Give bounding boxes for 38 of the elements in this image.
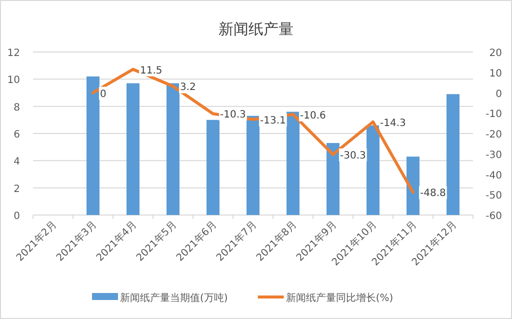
data-label: 0 [100, 88, 106, 100]
y2-tick-label: 20 [489, 48, 502, 59]
y2-tick-label: -20 [486, 130, 502, 140]
y2-tick-label: -60 [486, 211, 502, 222]
bar [206, 120, 220, 215]
data-label: 11.5 [140, 65, 162, 76]
y2-tick-label: -50 [486, 190, 502, 202]
data-label: 3.2 [180, 82, 196, 94]
y2-tick-label: 0 [496, 88, 502, 100]
y2-tick-label: -40 [486, 170, 502, 182]
data-label: -48.8 [420, 188, 446, 200]
bar [286, 112, 300, 215]
y2-tick-label: -30 [486, 150, 502, 161]
data-label: -10.3 [220, 110, 246, 121]
legend-label: 新闻纸产量同比增长(%) [286, 292, 394, 304]
chart-title: 新闻纸产量 [218, 20, 294, 38]
y-tick-label: 6 [14, 130, 20, 140]
data-label: -13.1 [260, 115, 286, 126]
bar [446, 94, 460, 215]
bar [326, 143, 340, 215]
data-label: -30.3 [340, 150, 366, 162]
y-tick-label: 4 [14, 156, 20, 168]
bar [406, 156, 420, 215]
y-tick-label: 0 [14, 211, 20, 222]
bar [166, 83, 180, 215]
legend-label: 新闻纸产量当期值(万吨) [120, 292, 228, 304]
y-tick-label: 8 [14, 102, 20, 114]
bar [366, 125, 380, 215]
y-tick-label: 2 [14, 184, 20, 195]
y-tick-label: 10 [7, 75, 20, 86]
bar [246, 116, 260, 215]
bar [126, 83, 140, 215]
data-label: -10.6 [300, 110, 326, 122]
y2-tick-label: -10 [486, 109, 502, 120]
bar [86, 76, 100, 215]
y2-tick-label: 10 [489, 68, 502, 80]
data-label: -14.3 [380, 118, 406, 129]
y-tick-label: 12 [7, 48, 20, 59]
